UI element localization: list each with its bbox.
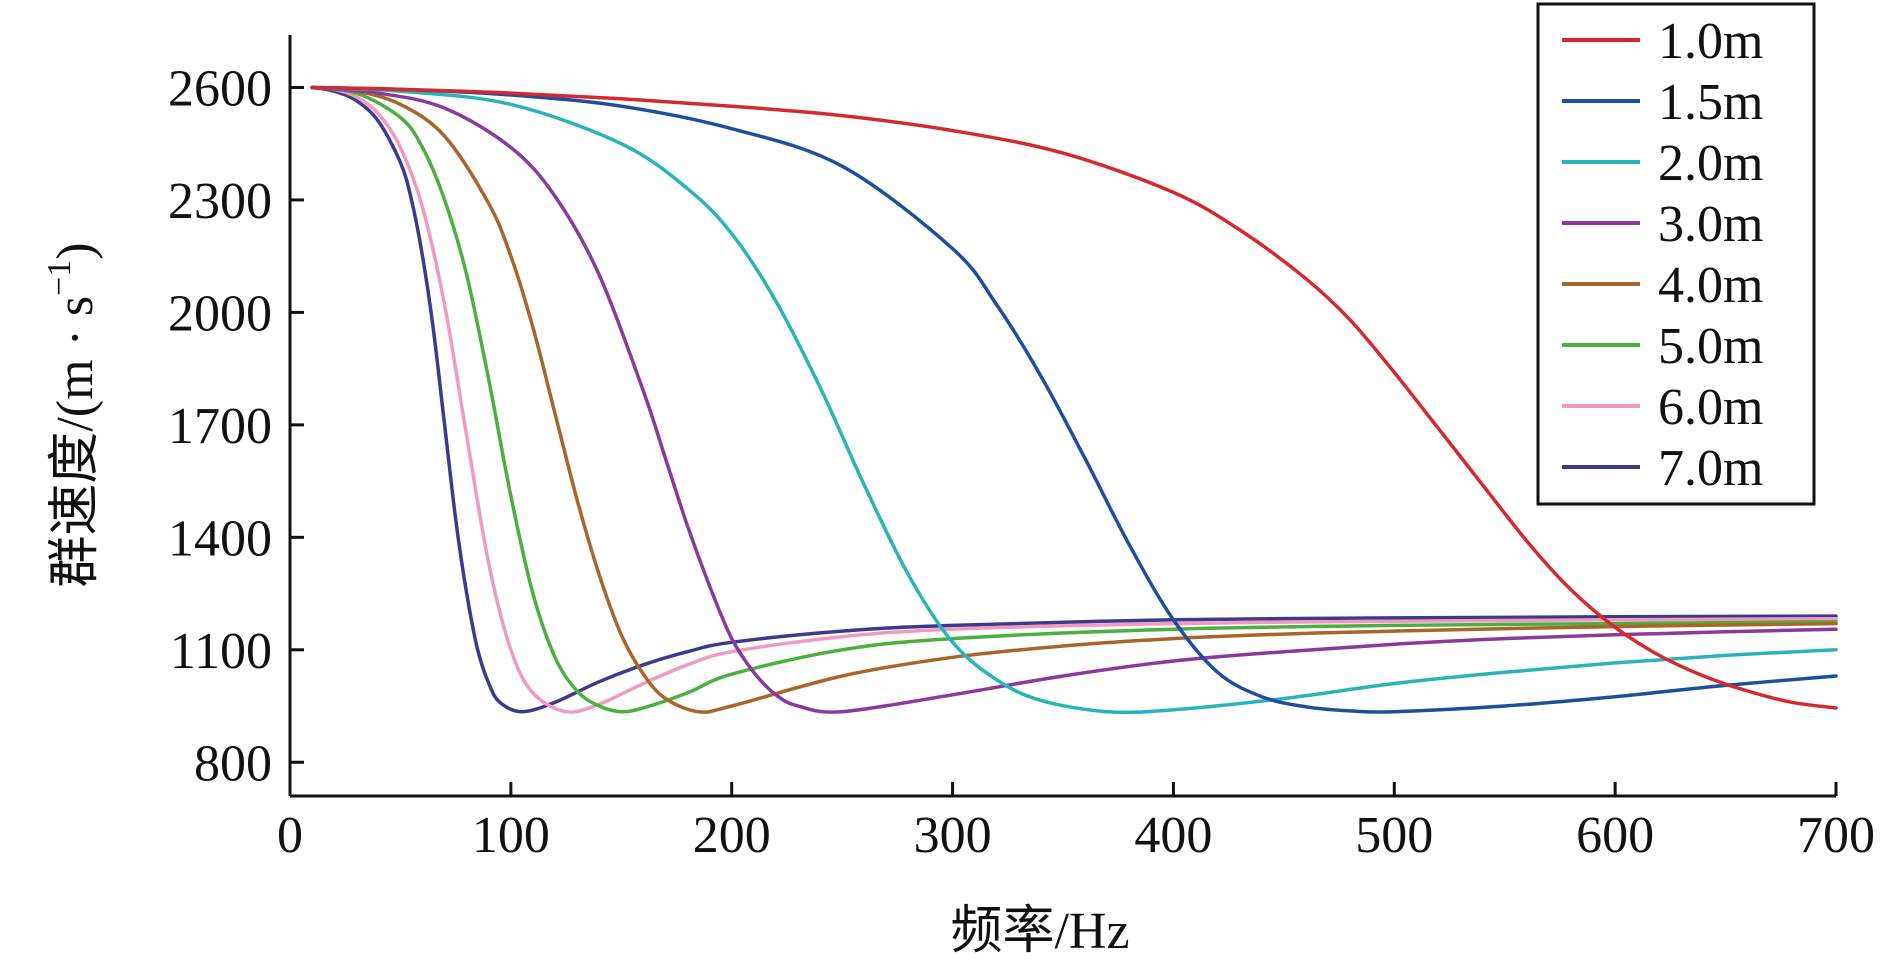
y-tick-label: 800 [194, 735, 272, 792]
x-tick-label: 400 [1134, 807, 1212, 864]
series-line-3.0m [310, 85, 1838, 714]
y-tick-label: 1100 [170, 623, 272, 680]
series-line-5.0m [310, 85, 1838, 714]
x-tick-label: 500 [1355, 807, 1433, 864]
y-axis-title-main: 群速度/(m · s [47, 296, 104, 588]
y-axis-title: 群速度/(m · s−1) [41, 242, 104, 587]
series-lines [310, 85, 1838, 715]
y-tick-label: 1700 [168, 398, 272, 455]
legend-label: 4.0m [1658, 257, 1763, 314]
series-line-6.0m [310, 85, 1838, 714]
x-axis-title: 频率/Hz [950, 903, 1129, 960]
x-tick-label: 100 [472, 807, 550, 864]
y-axis-title-end: ) [47, 242, 104, 259]
x-tick-label: 700 [1797, 807, 1875, 864]
legend-label: 1.0m [1658, 13, 1763, 70]
x-ticks: 0 100 200 300 400 500 600 700 [277, 782, 1875, 864]
x-tick-label: 300 [914, 807, 992, 864]
legend-label: 6.0m [1658, 379, 1763, 436]
series-line-1.5m [310, 85, 1838, 714]
axes [288, 35, 1836, 798]
y-tick-label: 2600 [168, 60, 272, 117]
legend-label: 2.0m [1658, 135, 1763, 192]
x-tick-label: 200 [693, 807, 771, 864]
series-line-1.0m [310, 85, 1838, 710]
x-tick-label: 600 [1576, 807, 1654, 864]
series-line-7.0m [310, 85, 1838, 714]
legend-label: 3.0m [1658, 196, 1763, 253]
x-tick-label: 0 [277, 807, 303, 864]
series-line-2.0m [310, 85, 1838, 715]
legend-label: 7.0m [1658, 440, 1763, 497]
series-line-4.0m [310, 85, 1838, 714]
y-axis-title-sup: −1 [41, 260, 78, 296]
y-tick-label: 2300 [168, 173, 272, 230]
legend: 1.0m1.5m2.0m3.0m4.0m5.0m6.0m7.0m [1536, 2, 1816, 506]
y-ticks: 800 1100 1400 1700 2000 2300 2600 [168, 60, 304, 792]
legend-label: 5.0m [1658, 318, 1763, 375]
legend-box [1536, 2, 1816, 506]
y-tick-label: 1400 [168, 510, 272, 567]
y-tick-label: 2000 [168, 285, 272, 342]
legend-label: 1.5m [1658, 74, 1763, 131]
